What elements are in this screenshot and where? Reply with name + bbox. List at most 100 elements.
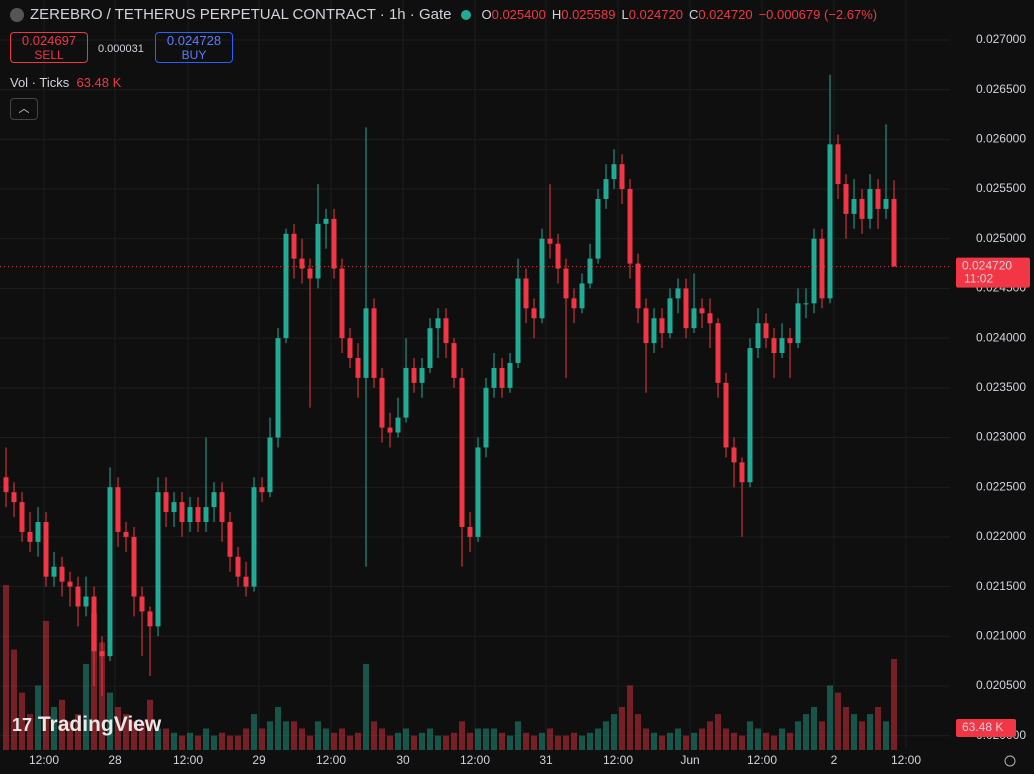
volume-bar — [531, 735, 537, 750]
candle-body — [339, 268, 345, 339]
candle-body — [427, 328, 433, 368]
candle-body — [707, 313, 713, 324]
volume-bar — [691, 732, 697, 750]
candle-body — [643, 308, 649, 344]
volume-bar — [187, 732, 193, 750]
candle-body — [747, 348, 753, 483]
volume-bar — [163, 728, 169, 750]
volume-bar — [803, 714, 809, 750]
volume-bar — [355, 732, 361, 750]
volume-legend: Vol · Ticks 63.48 K — [10, 75, 121, 90]
candle-body — [787, 338, 793, 344]
candle-body — [467, 526, 473, 537]
volume-bar — [611, 714, 617, 750]
candle-body — [763, 323, 769, 339]
candle-body — [43, 521, 49, 577]
volume-bar — [283, 721, 289, 750]
volume-bar — [259, 728, 265, 750]
volume-bar — [219, 732, 225, 750]
candle-body — [179, 502, 185, 522]
candle-body — [555, 243, 561, 269]
volume-bar — [363, 663, 369, 750]
volume-bar — [235, 735, 241, 750]
y-tick-label: 0.023000 — [976, 430, 1026, 444]
candle-body — [539, 238, 545, 319]
buy-price: 0.024728 — [166, 33, 222, 48]
candle-body — [699, 308, 705, 314]
candle-body — [595, 198, 601, 259]
volume-bar — [299, 728, 305, 750]
volume-bar — [475, 728, 481, 750]
volume-bar — [843, 706, 849, 750]
candle-body — [27, 531, 33, 542]
x-tick-label: 28 — [108, 753, 122, 767]
volume-bar — [491, 728, 497, 750]
candle-body — [859, 198, 865, 219]
candle-body — [307, 268, 313, 279]
ohlc-value: 0.025589 — [561, 7, 616, 22]
ohlc-key: C — [688, 7, 699, 22]
candle-body — [387, 427, 393, 433]
volume-bar — [827, 685, 833, 750]
symbol-title[interactable]: ZEREBRO / TETHERUS PERPETUAL CONTRACT · … — [30, 6, 452, 23]
ohlc-key: H — [551, 7, 562, 22]
ohlc-key: O — [481, 7, 492, 22]
y-tick-label: 0.026000 — [976, 132, 1026, 146]
volume-bar — [427, 728, 433, 750]
candle-body — [251, 487, 257, 587]
volume-bar — [331, 732, 337, 750]
volume-bar — [19, 692, 25, 750]
volume-bar — [371, 721, 377, 750]
candle-body — [435, 318, 441, 329]
volume-bar — [459, 721, 465, 750]
ohlc-item: H0.025589 — [552, 7, 616, 22]
volume-bar — [563, 735, 569, 750]
candle-body — [867, 189, 873, 219]
volume-tag-label: 63.48 K — [962, 720, 1003, 734]
candle-body — [803, 303, 809, 305]
candle-body — [811, 238, 817, 304]
collapse-button[interactable]: ︿ — [10, 98, 38, 120]
candle-body — [99, 651, 105, 657]
volume-bar — [875, 706, 881, 750]
candle-body — [131, 536, 137, 597]
candle-body — [139, 596, 145, 612]
candle-body — [227, 521, 233, 557]
ohlc-values: O0.025400 H0.025589 L0.024720 C0.024720 — [481, 7, 752, 22]
last-price-tag — [956, 257, 1030, 288]
volume-bar — [211, 735, 217, 750]
y-tick-label: 0.024000 — [976, 330, 1026, 344]
volume-bar — [835, 692, 841, 750]
volume-bar — [755, 728, 761, 750]
sell-button[interactable]: 0.024697 SELL — [10, 32, 88, 63]
volume-bar — [731, 732, 737, 750]
volume-bar — [203, 728, 209, 750]
volume-bar — [251, 714, 257, 750]
volume-bar — [83, 663, 89, 750]
candle-body — [379, 377, 385, 428]
change: −0.000679 (−2.67%) — [758, 7, 878, 22]
candle-body — [3, 477, 9, 493]
candle-body — [579, 283, 585, 309]
volume-bar — [739, 735, 745, 750]
buy-button[interactable]: 0.024728 BUY — [155, 32, 233, 63]
candle-body — [635, 263, 641, 309]
volume-bar — [171, 732, 177, 750]
volume-bar — [539, 732, 545, 750]
candle-body — [291, 233, 297, 259]
sell-label: SELL — [34, 48, 64, 62]
volume-bar — [11, 649, 17, 750]
logo-text: TradingView — [37, 713, 162, 736]
x-tick-label: Jun — [680, 753, 699, 767]
volume-bar — [707, 721, 713, 750]
volume-bar — [747, 721, 753, 750]
candle-body — [195, 507, 201, 522]
candle-body — [739, 462, 745, 483]
ohlc-value: 0.024720 — [698, 7, 753, 22]
volume-bar — [315, 721, 321, 750]
candle-body — [67, 581, 73, 587]
candle-body — [35, 521, 41, 542]
volume-bar — [291, 721, 297, 750]
candle-body — [315, 223, 321, 279]
candle-body — [723, 382, 729, 448]
